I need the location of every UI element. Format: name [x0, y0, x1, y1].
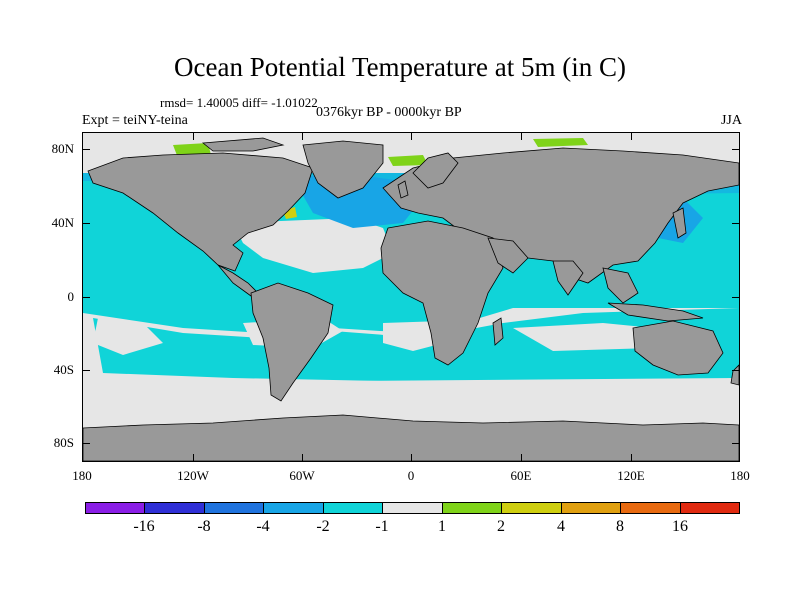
- india: [552, 260, 584, 296]
- colorbar-cell: [145, 503, 205, 513]
- stats-text: rmsd= 1.40005 diff= -1.01022: [160, 95, 318, 110]
- colorbar-cell: [502, 503, 562, 513]
- map-frame: [82, 132, 740, 462]
- lon-label-120w: 120W: [177, 468, 209, 483]
- lon-tick: [521, 132, 522, 140]
- indonesia: [607, 302, 704, 322]
- colorbar-cell: [383, 503, 443, 513]
- lon-label-0: 0: [407, 468, 415, 483]
- lat-tick: [732, 149, 740, 150]
- lat-tick: [732, 370, 740, 371]
- colorbar-cell: [442, 503, 503, 513]
- land-masses: [83, 137, 739, 461]
- lon-tick: [631, 132, 632, 140]
- uk: [397, 180, 409, 199]
- lon-label-60w: 60W: [289, 468, 315, 483]
- lat-label-eq: 0: [67, 289, 75, 304]
- arabia: [487, 237, 529, 274]
- north-america: [87, 152, 314, 272]
- colorbar-label: -8: [197, 518, 211, 535]
- greenland: [302, 140, 384, 199]
- japan: [672, 207, 687, 239]
- lon-label-60e: 60E: [510, 468, 532, 483]
- colorbar-label: -4: [256, 518, 270, 535]
- madagascar: [492, 317, 504, 346]
- arctic-islands: [201, 137, 285, 152]
- south-america: [250, 282, 334, 402]
- scandinavia: [412, 152, 459, 189]
- lon-tick: [193, 454, 194, 462]
- australia: [632, 320, 724, 376]
- map-title: Ocean Potential Temperature at 5m (in C): [174, 52, 626, 82]
- lat-label-40s: 40S: [53, 362, 74, 377]
- colorbar-cell: [264, 503, 324, 513]
- lon-label-180w: 180: [72, 468, 92, 483]
- colorbar-cell: [323, 503, 384, 513]
- period-label: 0376kyr BP - 0000kyr BP: [316, 105, 462, 120]
- lat-tick: [82, 149, 90, 150]
- lat-tick: [82, 297, 90, 298]
- colorbar-label: 1: [438, 518, 446, 535]
- lat-tick: [82, 370, 90, 371]
- colorbar-cell: [204, 503, 265, 513]
- lon-label-180e: 180: [730, 468, 750, 483]
- lon-tick: [521, 454, 522, 462]
- world-map: [83, 133, 739, 461]
- southeast-asia: [602, 267, 639, 304]
- colorbar-label: 16: [672, 518, 688, 535]
- lon-label-120e: 120E: [617, 468, 645, 483]
- lon-tick: [411, 454, 412, 462]
- lat-tick: [732, 443, 740, 444]
- lat-label-40n: 40N: [51, 215, 74, 230]
- colorbar-label: 8: [616, 518, 624, 535]
- colorbar-label: -2: [316, 518, 330, 535]
- lon-tick: [193, 132, 194, 140]
- lon-tick: [631, 454, 632, 462]
- experiment-label: Expt = teiNY-teina: [82, 113, 188, 128]
- colorbar-label: -1: [375, 518, 389, 535]
- colorbar-cell: [561, 503, 622, 513]
- lat-label-80n: 80N: [51, 141, 74, 156]
- season-label: JJA: [720, 113, 742, 128]
- colorbar-cell: [621, 503, 681, 513]
- lat-tick: [732, 297, 740, 298]
- lon-tick: [411, 132, 412, 140]
- lon-tick: [302, 454, 303, 462]
- colorbar-label: 4: [557, 518, 565, 535]
- colorbar-cell: [86, 503, 146, 513]
- colorbar-label: 2: [497, 518, 505, 535]
- colorbar-label: -16: [133, 518, 155, 535]
- lat-label-80s: 80S: [53, 435, 74, 450]
- colorbar: [85, 502, 740, 514]
- lat-tick: [82, 443, 90, 444]
- africa: [380, 220, 504, 366]
- lat-tick: [82, 223, 90, 224]
- lat-tick: [732, 223, 740, 224]
- antarctica: [83, 414, 739, 461]
- lon-tick: [302, 132, 303, 140]
- colorbar-cell: [680, 503, 739, 513]
